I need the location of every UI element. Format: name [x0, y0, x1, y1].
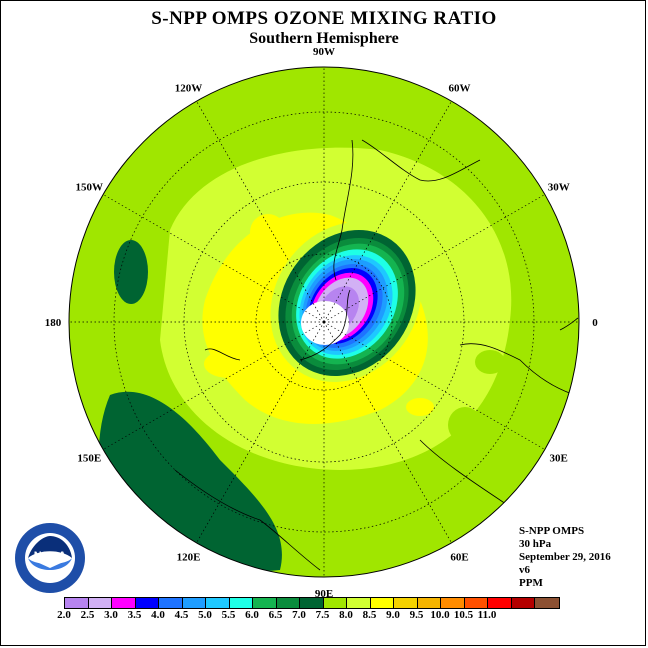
colorbar-segment [464, 598, 488, 608]
colorbar [64, 597, 560, 609]
longitude-label: 30W [548, 182, 570, 194]
colorbar-tick-label: 2.5 [80, 609, 95, 621]
colorbar-tick-label: 9.0 [386, 609, 400, 621]
meridian-line [196, 100, 325, 323]
info-units: PPM [519, 577, 543, 589]
colorbar-tick-label: 10.5 [453, 609, 474, 621]
colorbar-segment [112, 598, 136, 608]
colorbar-segment [394, 598, 418, 608]
meridian-line [102, 321, 325, 450]
colorbar-segment [323, 598, 347, 608]
longitude-label: 30E [550, 453, 568, 465]
colorbar-segment [88, 598, 112, 608]
colorbar-tick-label: 10.0 [430, 609, 450, 621]
colorbar-tick-label: 2.0 [57, 609, 71, 621]
colorbar-segment [253, 598, 277, 608]
colorbar-ticks: 2.0 2.5 3.0 3.5 4.0 4.5 5.0 5.5 6.0 6.5 7.0 7.5 8.0 8… [0, 609, 648, 623]
map-title: S-NPP OMPS OZONE MIXING RATIO [151, 8, 497, 29]
colorbar-segment [488, 598, 512, 608]
colorbar-tick-label: 6.0 [245, 609, 259, 621]
colorbar-segment [511, 598, 535, 608]
longitude-label: 90W [313, 46, 335, 58]
colorbar-segment [65, 598, 89, 608]
meridian-line [323, 321, 546, 450]
colorbar-segment [535, 598, 559, 608]
longitude-label: 150E [77, 453, 101, 465]
info-level: 30 hPa [519, 538, 552, 550]
south-pole-marker [322, 320, 326, 324]
longitude-label: 180 [45, 317, 62, 329]
info-date: September 29, 2016 [519, 551, 611, 563]
colorbar-segment [300, 598, 324, 608]
colorbar-segment [229, 598, 253, 608]
colorbar-tick-label: 3.5 [127, 609, 142, 621]
longitude-label: 120W [175, 82, 203, 94]
noaa-logo: NOAA [14, 522, 86, 594]
longitude-label: 120E [177, 552, 201, 564]
meridian-line [102, 194, 325, 323]
colorbar-tick-label: 4.5 [174, 609, 189, 621]
colorbar-tick-label: 3.0 [104, 609, 118, 621]
colorbar-segment [206, 598, 230, 608]
info-version: v6 [519, 564, 530, 576]
colorbar-tick-label: 9.5 [409, 609, 424, 621]
colorbar-segment [370, 598, 394, 608]
meridian-line [323, 194, 546, 323]
map-boundary [68, 66, 580, 578]
info-instrument: S-NPP OMPS [519, 525, 585, 537]
colorbar-tick-label: 4.0 [151, 609, 165, 621]
colorbar-segment [182, 598, 206, 608]
colorbar-segment [417, 598, 441, 608]
longitude-label: 60E [450, 552, 468, 564]
longitude-label: 150W [76, 182, 104, 194]
longitude-label: 60W [449, 82, 471, 94]
colorbar-tick-label: 6.5 [268, 609, 283, 621]
colorbar-tick-label: 8.5 [362, 609, 377, 621]
colorbar-tick-label: 7.5 [315, 609, 330, 621]
graticule [69, 67, 579, 577]
noaa-logo-text: NOAA [34, 550, 66, 562]
colorbar-tick-label: 7.0 [292, 609, 306, 621]
colorbar-segment [276, 598, 300, 608]
map-subtitle: Southern Hemisphere [249, 30, 399, 47]
colorbar-tick-label: 11.0 [477, 609, 497, 621]
meridian-line [196, 321, 325, 544]
colorbar-tick-label: 8.0 [339, 609, 353, 621]
colorbar-tick-label: 5.0 [198, 609, 212, 621]
colorbar-segment [441, 598, 465, 608]
colorbar-segment [135, 598, 159, 608]
colorbar-segment [347, 598, 371, 608]
meridian-line [323, 321, 452, 544]
meridian-line [323, 100, 452, 323]
colorbar-segment [159, 598, 183, 608]
longitude-label: 0 [592, 317, 598, 329]
colorbar-tick-label: 5.5 [221, 609, 236, 621]
